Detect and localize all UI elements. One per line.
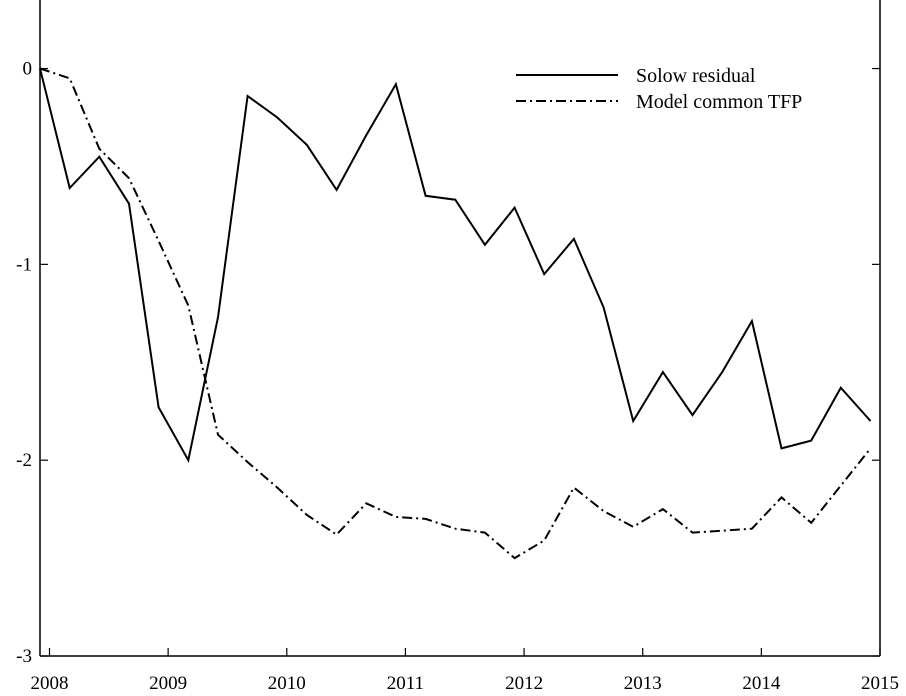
series-line-solow-residual (39, 68, 872, 464)
x-tick-label: 2010 (268, 673, 306, 694)
x-tick-label: 2013 (624, 673, 662, 694)
y-tick-label: -3 (16, 646, 32, 667)
legend-label: Solow residual (636, 65, 756, 87)
y-tick-label: 0 (23, 59, 33, 80)
x-tick-label: 2011 (387, 673, 424, 694)
x-tick-label: 2014 (742, 673, 781, 694)
legend: Solow residual Model common TFP (516, 65, 802, 113)
y-tick-label: -2 (16, 450, 32, 471)
x-tick-label: 2008 (30, 673, 68, 694)
x-tick-label: 2012 (505, 673, 543, 694)
y-tick-label: -1 (16, 254, 32, 275)
series-line-model-common-tfp (39, 67, 872, 560)
series-layer (39, 67, 872, 560)
x-tick-label: 2015 (861, 673, 899, 694)
x-tick-label: 2009 (149, 673, 187, 694)
legend-label: Model common TFP (636, 91, 802, 113)
axes (39, 0, 881, 657)
ticks: 0 -1 -2 -3 2008 2009 2010 2011 2012 2013 2014 2015 (16, 59, 899, 694)
